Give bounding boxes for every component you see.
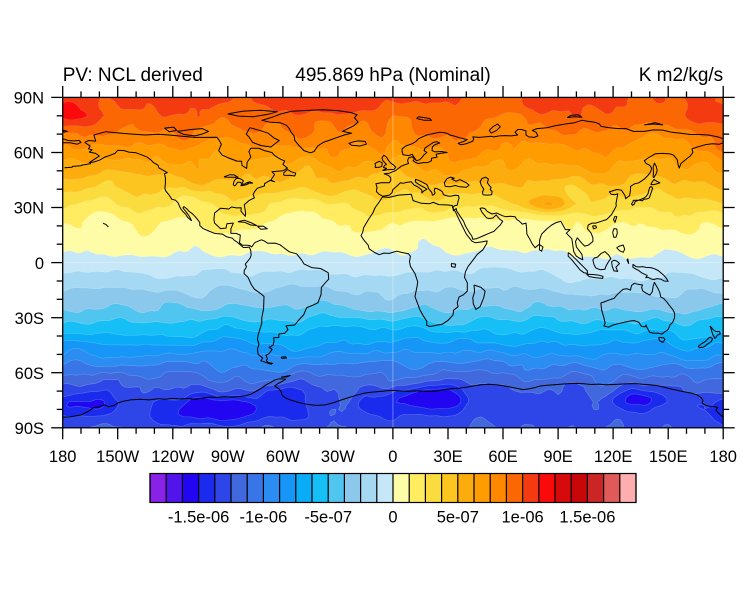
svg-text:90S: 90S xyxy=(15,420,44,438)
svg-text:0: 0 xyxy=(388,509,397,527)
svg-text:150E: 150E xyxy=(649,448,688,466)
svg-text:60N: 60N xyxy=(14,145,44,163)
svg-text:90E: 90E xyxy=(543,448,572,466)
svg-text:1.5e-06: 1.5e-06 xyxy=(559,509,615,527)
svg-text:90N: 90N xyxy=(14,90,44,108)
svg-text:0: 0 xyxy=(35,255,44,273)
svg-text:90W: 90W xyxy=(211,448,245,466)
svg-text:30E: 30E xyxy=(433,448,462,466)
svg-text:30N: 30N xyxy=(14,200,44,218)
svg-text:0: 0 xyxy=(388,448,397,466)
svg-text:1e-06: 1e-06 xyxy=(501,509,543,527)
svg-text:180: 180 xyxy=(49,448,77,466)
svg-text:150W: 150W xyxy=(96,448,140,466)
svg-text:-5e-07: -5e-07 xyxy=(304,509,352,527)
svg-text:120E: 120E xyxy=(594,448,633,466)
svg-text:495.869 hPa (Nominal): 495.869 hPa (Nominal) xyxy=(295,65,490,86)
svg-text:60E: 60E xyxy=(488,448,517,466)
svg-text:180: 180 xyxy=(709,448,737,466)
svg-text:-1.5e-06: -1.5e-06 xyxy=(168,509,229,527)
svg-text:PV: NCL derived: PV: NCL derived xyxy=(63,65,203,86)
svg-text:K m2/kg/s: K m2/kg/s xyxy=(639,65,723,86)
svg-text:60S: 60S xyxy=(15,365,44,383)
svg-text:60W: 60W xyxy=(266,448,300,466)
svg-text:5e-07: 5e-07 xyxy=(437,509,479,527)
svg-text:30S: 30S xyxy=(15,310,44,328)
svg-text:-1e-06: -1e-06 xyxy=(240,509,288,527)
svg-text:120W: 120W xyxy=(151,448,195,466)
svg-text:30W: 30W xyxy=(321,448,355,466)
